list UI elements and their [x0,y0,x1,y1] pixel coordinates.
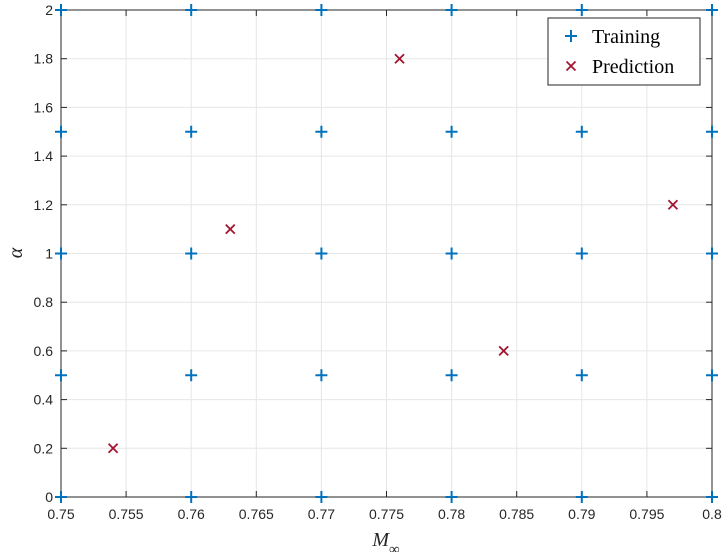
x-tick-label: 0.765 [239,506,274,522]
cross-b [107,443,119,454]
training-point [706,4,718,16]
cross-b [225,224,236,235]
y-axis-label: α [5,247,27,258]
training-point [445,491,458,503]
training-point [185,4,198,16]
cross-b [667,199,679,210]
training-point [445,247,458,260]
y-tick-label: 1.2 [34,197,54,213]
x-tick-labels: 0.75 0.755 0.76 0.765 0.77 0.775 0.78 0.785 0.79… [47,506,722,522]
y-tick-label: 1.8 [34,51,54,67]
x-tick-label: 0.795 [629,506,664,522]
training-point [55,125,67,138]
y-tick-labels: 0 0.2 0.4 0.6 0.8 1 1.2 1.4 1.6 1.8 2 [34,2,54,505]
training-point [575,369,588,382]
y-tick-label: 0.6 [34,343,54,359]
legend-marker-training [565,30,577,42]
legend-label-training: Training [592,26,660,48]
legend: Training Prediction [547,17,701,86]
grid [60,9,713,498]
training-point [185,247,198,260]
prediction-point [394,53,405,64]
x-tick-label: 0.8 [702,506,722,522]
x-tick-label: 0.775 [369,506,404,522]
training-point [185,369,198,382]
training-point [315,491,328,503]
training-point [55,369,67,382]
training-point [706,125,718,138]
training-point [315,247,328,260]
training-point [315,125,328,138]
training-point [575,247,588,260]
training-point [315,4,328,16]
y-tick-label: 0.2 [34,440,54,456]
y-tick-label: 0.8 [34,294,54,310]
cross-b [565,60,577,72]
training-point [575,125,588,138]
x-tick-label: 0.785 [499,506,534,522]
prediction-point [225,224,236,235]
y-tick-label: 1.6 [34,99,54,115]
training-point [445,4,458,16]
prediction-point [498,345,509,357]
x-tick-label: 0.77 [308,506,335,522]
prediction-point [667,199,679,210]
legend-marker-prediction [565,60,577,72]
x-tick-label: 0.755 [109,506,144,522]
x-tick-label: 0.78 [438,506,465,522]
data-marks [55,4,718,503]
x-tick-label: 0.75 [47,506,74,522]
y-tick-label: 1.4 [34,148,54,164]
training-point [575,491,588,503]
legend-plus-icon [565,30,577,42]
training-point [185,491,198,503]
training-point [55,491,67,503]
y-tick-label: 0 [45,489,53,505]
cross-b [394,53,405,64]
legend-box [547,17,701,86]
y-tick-label: 0.4 [34,392,54,408]
training-point [575,4,588,16]
training-point [55,247,67,260]
training-point [315,369,328,382]
prediction-point [107,443,119,454]
x-tick-label: 0.79 [568,506,595,522]
legend-label-prediction: Prediction [592,56,674,78]
cross-b [498,345,509,357]
training-point [185,125,198,138]
x-tick-label: 0.76 [178,506,205,522]
training-point [55,4,67,16]
training-point [706,491,718,503]
legend-cross-icon [565,60,577,72]
training-point [445,125,458,138]
y-tick-label: 2 [45,2,53,18]
training-point [706,247,718,260]
x-axis-label: M∞ [371,529,399,552]
training-point [445,369,458,382]
y-tick-label: 1 [45,246,53,262]
training-point [706,369,718,382]
